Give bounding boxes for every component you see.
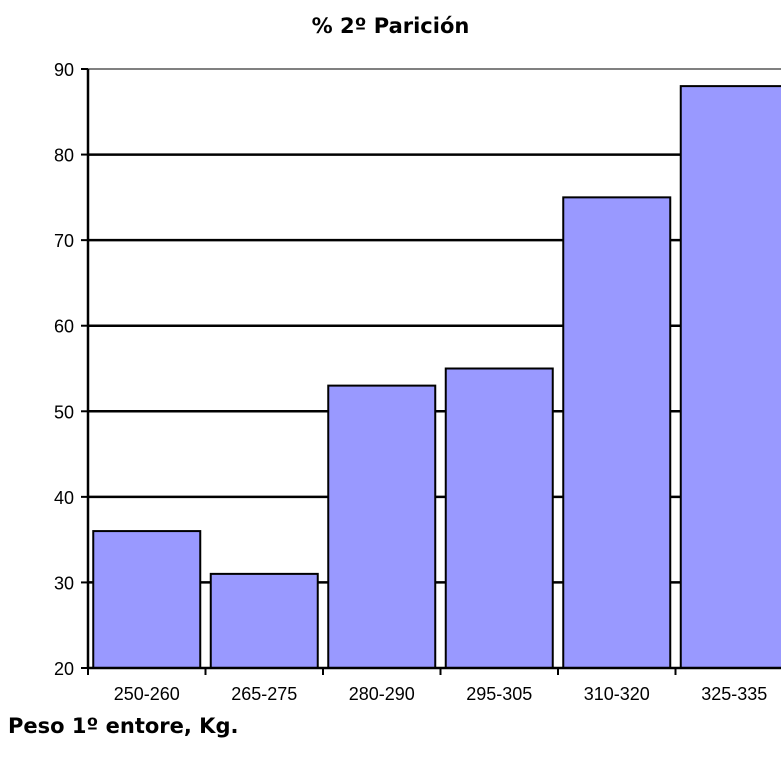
bars xyxy=(92,85,781,670)
x-tick-labels: 250-260 265-275 280-290 295-305 310-320 325-3… xyxy=(87,668,767,704)
bar xyxy=(92,530,202,669)
chart-title: % 2º Parición xyxy=(311,14,470,38)
y-tick-label: 80 xyxy=(54,146,74,166)
x-tick-label: 265-275 xyxy=(231,684,297,704)
y-tick-label: 90 xyxy=(54,60,74,80)
x-tick-label: 295-305 xyxy=(466,684,532,704)
bar xyxy=(327,384,437,669)
x-axis-label: Peso 1º entore, Kg. xyxy=(8,714,239,738)
y-tick-label: 40 xyxy=(54,488,74,508)
y-tick-label: 20 xyxy=(54,659,74,679)
y-tick-label: 30 xyxy=(54,573,74,593)
y-tick-labels: 20 30 40 50 60 70 80 90 xyxy=(54,60,74,679)
bar xyxy=(562,196,672,669)
x-tick-label: 325-335 xyxy=(701,684,767,704)
x-tick-label: 280-290 xyxy=(349,684,415,704)
bar xyxy=(444,367,554,669)
x-tick-label: 310-320 xyxy=(584,684,650,704)
y-tick-label: 50 xyxy=(54,402,74,422)
axes xyxy=(86,69,781,670)
y-tick-label: 60 xyxy=(54,317,74,337)
x-tick-label: 250-260 xyxy=(114,684,180,704)
bar xyxy=(209,572,319,669)
bar xyxy=(679,85,781,670)
y-tick-label: 70 xyxy=(54,231,74,251)
